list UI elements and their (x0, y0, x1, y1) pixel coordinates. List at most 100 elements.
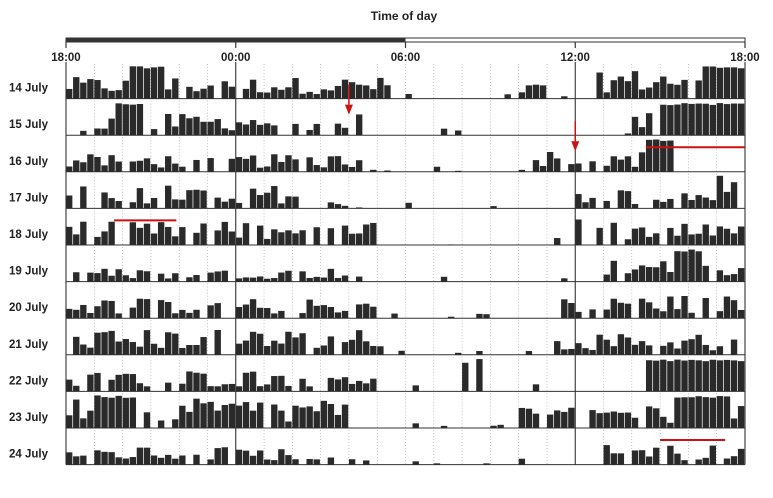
activity-bar (638, 298, 646, 319)
activity-bar (617, 190, 625, 209)
activity-bar (285, 421, 292, 428)
activity-bar (292, 123, 299, 136)
activity-bar (242, 450, 250, 465)
activity-bar (645, 456, 653, 465)
activity-bar (306, 299, 313, 319)
activity-bar (702, 457, 709, 465)
activity-bar (108, 300, 115, 319)
activity-bar (596, 413, 603, 428)
activity-bar (341, 275, 349, 282)
day-label: 15 July (9, 119, 49, 131)
marker-arrow-head (571, 141, 580, 152)
activity-bar (157, 66, 165, 99)
activity-bar (193, 398, 200, 428)
activity-bar (66, 226, 73, 245)
activity-bar (73, 336, 80, 355)
activity-bar (341, 225, 349, 245)
activity-bar (348, 459, 356, 465)
activity-bar (150, 129, 158, 136)
activity-bar (645, 406, 653, 428)
activity-bar (200, 403, 207, 428)
activity-bar (589, 410, 596, 428)
activity-bar (334, 85, 342, 99)
activity-bar (631, 417, 639, 428)
activity-bar (214, 119, 221, 136)
activity-bar (730, 339, 738, 355)
activity-bar (271, 278, 278, 282)
activity-bar (299, 271, 306, 282)
activity-bar (108, 90, 115, 99)
activity-bar (723, 396, 731, 428)
activity-bar (299, 333, 306, 355)
activity-bar (334, 379, 342, 392)
activity-bar (624, 81, 632, 99)
activity-bar (447, 316, 455, 319)
activity-bar (249, 155, 257, 172)
activity-bar (730, 103, 738, 136)
activity-bar (589, 197, 596, 209)
activity-bar (490, 206, 497, 209)
activity-bar (695, 233, 702, 245)
activity-bar (228, 158, 236, 172)
activity-bar (115, 201, 122, 209)
activity-bar (695, 195, 702, 209)
activity-bar (695, 251, 702, 282)
activity-bar (278, 343, 285, 355)
activity-bar (546, 414, 554, 428)
activity-bar (87, 347, 94, 355)
activity-bar (193, 91, 200, 99)
activity-bar (320, 400, 327, 428)
activity-bar (355, 84, 363, 99)
activity-bar (214, 448, 221, 465)
activity-bar (638, 450, 646, 465)
activity-bar (730, 418, 738, 428)
activity-bar (108, 452, 115, 465)
day-row: 24 July (9, 430, 745, 466)
activity-bar (561, 411, 568, 428)
activity-bar (702, 103, 709, 136)
activity-bar (568, 348, 575, 355)
activity-bar (165, 89, 172, 99)
activity-bar (660, 416, 667, 428)
activity-bar (129, 278, 137, 282)
activity-bar (108, 379, 115, 392)
activity-bar (165, 332, 172, 355)
activity-bar (249, 299, 257, 319)
activity-bar (723, 191, 731, 209)
activity-bar (638, 127, 646, 136)
day-row: 23 July (9, 393, 745, 429)
activity-bar (249, 410, 257, 428)
day-row: 15 July (9, 100, 745, 136)
activity-bar (271, 376, 278, 392)
activity-bar (716, 226, 724, 245)
activity-bar (405, 94, 412, 99)
activity-bar (207, 459, 214, 465)
activity-bar (370, 89, 377, 99)
activity-bar (242, 88, 250, 99)
dark-period-bar (66, 38, 406, 42)
activity-bar (108, 330, 115, 355)
activity-bar (242, 277, 250, 282)
activity-bar (271, 313, 278, 319)
activity-bar (66, 166, 73, 172)
activity-bar (101, 165, 108, 172)
activity-bar (278, 449, 285, 465)
activity-bar (193, 345, 200, 355)
activity-bar (660, 104, 667, 136)
activity-bar (306, 157, 313, 172)
activity-bar (285, 196, 292, 209)
activity-bar (575, 343, 582, 355)
activity-bar (66, 452, 73, 465)
activity-bar (249, 277, 257, 282)
activity-bar (370, 169, 377, 172)
activity-bar (334, 414, 342, 428)
activity-bar (157, 167, 165, 172)
activity-bar (313, 94, 320, 99)
activity-bar (603, 92, 610, 99)
activity-bar (631, 166, 639, 172)
activity-bar (363, 85, 370, 99)
activity-bar (334, 156, 342, 172)
activity-bar (447, 244, 455, 245)
activity-bar (610, 260, 617, 282)
activity-bar (575, 163, 582, 172)
